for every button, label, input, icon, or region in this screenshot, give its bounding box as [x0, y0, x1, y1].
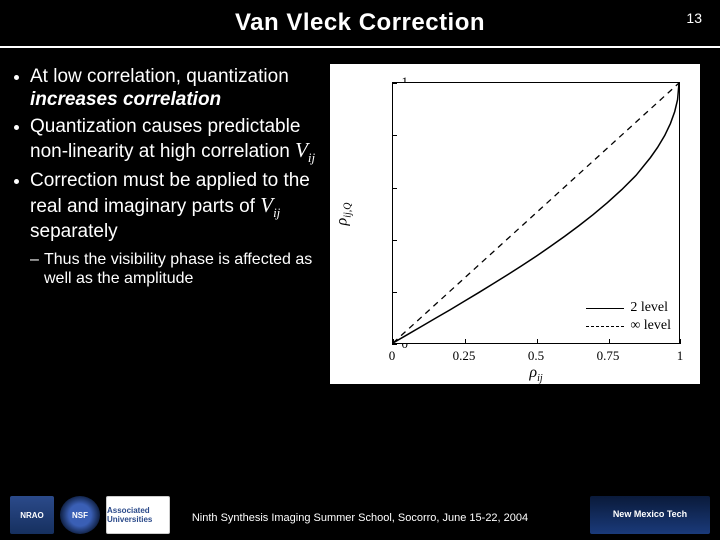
legend-label-2level: 2 level — [630, 300, 668, 316]
text-column: At low correlation, quantization increas… — [0, 58, 330, 480]
xtick-4: 1 — [677, 348, 684, 364]
xtick-2: 0.5 — [528, 348, 544, 364]
footer: NRAO NSF Associated Universities Ninth S… — [0, 484, 720, 540]
sub-bullet-list: Thus the visibility phase is affected as… — [8, 250, 330, 288]
slide-title: Van Vleck Correction — [235, 9, 485, 37]
sub-bullet-1: Thus the visibility phase is affected as… — [8, 250, 330, 288]
legend-item-inf: ∞ level — [586, 317, 671, 335]
nmt-logo: New Mexico Tech — [590, 496, 710, 534]
bullet-1: At low correlation, quantization increas… — [8, 66, 330, 112]
xtick-1: 0.25 — [453, 348, 476, 364]
legend-label-inf: ∞ level — [630, 318, 671, 334]
ytickmark — [392, 344, 397, 345]
bullet-1-pre: At low correlation, quantization — [30, 66, 289, 87]
legend-line-dashed — [586, 326, 624, 327]
legend: 2 level ∞ level — [586, 299, 671, 335]
bullet-list: At low correlation, quantization increas… — [8, 66, 330, 244]
bullet-3-post: separately — [30, 221, 118, 242]
bullet-3: Correction must be applied to the real a… — [8, 170, 330, 243]
title-bar: Van Vleck Correction — [0, 0, 720, 48]
legend-line-solid — [586, 308, 624, 309]
content-area: At low correlation, quantization increas… — [0, 58, 720, 480]
xtick-3: 0.75 — [597, 348, 620, 364]
plot-area: 2 level ∞ level — [392, 82, 680, 344]
y-axis-label: ρij,Q — [333, 203, 353, 226]
bullet-2: Quantization causes predictable non-line… — [8, 116, 330, 167]
page-number: 13 — [686, 10, 702, 26]
vij-symbol-inline-2: Vij — [260, 193, 280, 217]
bullet-2-text: Quantization causes predictable non-line… — [30, 116, 300, 163]
xtickmark — [680, 339, 681, 344]
chart-frame: 0 0.2 0.4 0.6 0.8 1 0 0.25 0.5 0.75 1 ρi… — [330, 64, 700, 384]
x-axis-label: ρij — [392, 364, 680, 384]
logo-row-right: New Mexico Tech — [590, 496, 710, 534]
xtick-0: 0 — [389, 348, 396, 364]
bullet-1-emph: increases correlation — [30, 89, 221, 110]
vij-symbol-inline: Vij — [295, 138, 315, 162]
legend-item-2level: 2 level — [586, 299, 671, 317]
chart-column: 0 0.2 0.4 0.6 0.8 1 0 0.25 0.5 0.75 1 ρi… — [330, 58, 720, 480]
